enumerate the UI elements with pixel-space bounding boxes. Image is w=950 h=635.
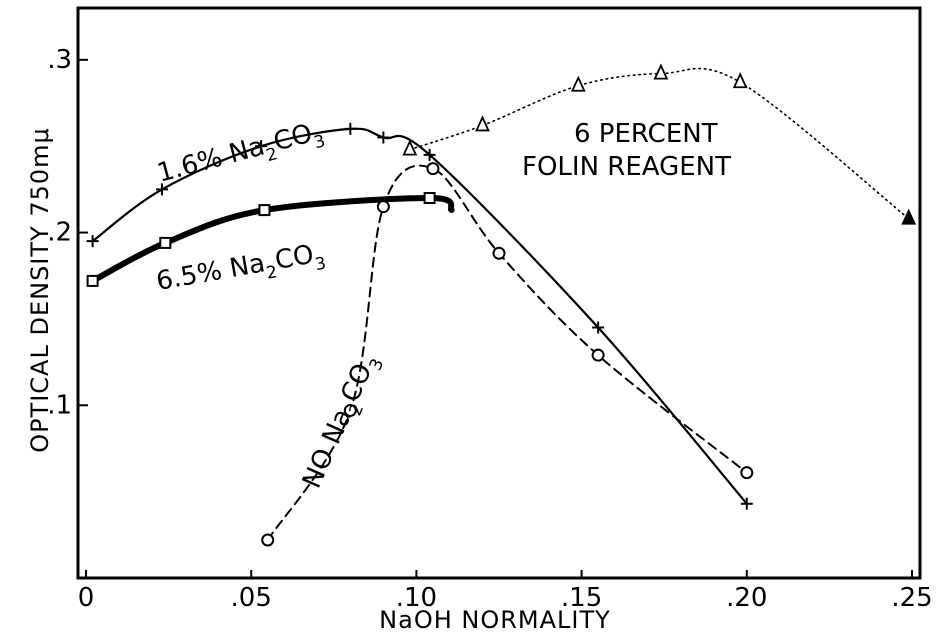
plot-area-frame (76, 6, 922, 580)
data-point (475, 115, 490, 132)
data-point (343, 403, 357, 417)
series-line (266, 164, 748, 541)
y-axis-title: OPTICAL DENSITY 750mμ (26, 127, 54, 453)
x-tick-label: .25 (891, 583, 932, 613)
data-point (376, 200, 390, 214)
data-point (592, 321, 605, 334)
data-point (426, 162, 440, 176)
label-1-6-percent-na2co3: 1.6% Na2CO3 (154, 116, 328, 195)
series-line (91, 127, 748, 505)
x-tick-label: .15 (561, 583, 602, 613)
data-point (159, 236, 172, 249)
data-point (740, 497, 753, 510)
curves (89, 67, 910, 541)
data-point (86, 274, 99, 287)
data-point (155, 183, 168, 196)
y-tick-label: .1 (47, 390, 72, 420)
data-point (423, 148, 436, 161)
x-axis-title: NaOH NORMALITY (379, 606, 611, 634)
data-point (591, 348, 605, 362)
ticks: 0 .05 .10 .15 .20 .25 .1 .2 .3 (47, 45, 932, 613)
label-folin-line1: 6 PERCENT (574, 119, 718, 149)
label-6-5-percent-na2co3: 6.5% Na2CO3 (154, 238, 328, 303)
x-tick-label: 0 (78, 583, 95, 613)
data-point (261, 533, 275, 547)
x-tick-label: .10 (396, 583, 437, 613)
data-point (402, 139, 418, 156)
x-tick-label: .20 (726, 583, 767, 613)
data-point (901, 208, 917, 225)
label-no-na2co3: NO Na2CO3 (297, 349, 388, 495)
data-point (732, 72, 748, 89)
y-tick-label: .3 (47, 45, 72, 75)
data-point (570, 75, 586, 92)
data-point (86, 235, 99, 248)
data-point (344, 122, 357, 135)
x-tick-label: .05 (231, 583, 272, 613)
data-point (423, 192, 436, 204)
data-point (377, 131, 390, 144)
data-point (653, 63, 669, 80)
markers (86, 63, 917, 547)
data-point (255, 140, 268, 153)
data-point (492, 246, 506, 260)
y-tick-label: .2 (47, 218, 72, 248)
data-point (740, 466, 754, 480)
data-point (258, 204, 271, 217)
label-folin-line2: FOLIN REAGENT (522, 152, 731, 182)
